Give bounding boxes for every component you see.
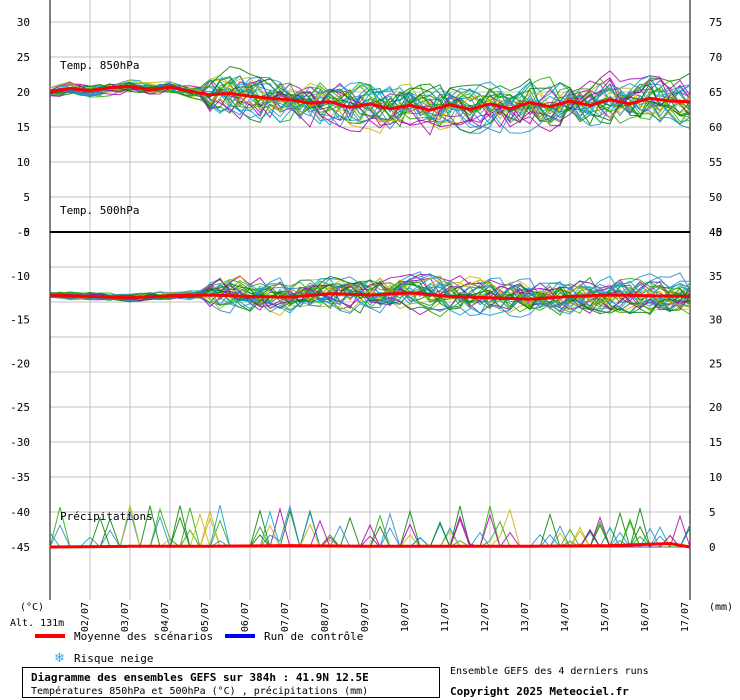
mean-scenario-line	[49, 84, 691, 112]
y-tick-label-right: 40	[709, 226, 722, 239]
y-tick-label-right: 0	[709, 541, 716, 554]
legend-control-label: Run de contrôle	[264, 630, 363, 643]
legend-snow-label: Risque neige	[74, 652, 153, 665]
x-tick-label: 11/07	[440, 602, 451, 632]
ensemble-member-line	[49, 78, 691, 126]
y-tick-label-right: 25	[709, 357, 722, 370]
x-tick-label: 13/07	[520, 602, 531, 632]
x-tick-label: 12/07	[480, 602, 491, 632]
y-tick-label-left: 30	[17, 16, 30, 29]
ensemble-note: Ensemble GEFS des 4 derniers runs	[450, 666, 649, 677]
y-tick-label-left: -30	[10, 436, 30, 449]
y-tick-label-right: 50	[709, 191, 722, 204]
gefs-ensemble-chart: 30252015105075706560555045-5-10-15-20-25…	[10, 0, 733, 665]
mean-scenario-line	[49, 291, 691, 301]
x-tick-label: 15/07	[600, 602, 611, 632]
x-tick-label: 17/07	[680, 602, 691, 632]
y-tick-label-right: 65	[709, 86, 722, 99]
y-tick-label-left: -10	[10, 270, 30, 283]
y-tick-label-right: 45	[709, 226, 722, 239]
y-tick-label-right: 30	[709, 314, 722, 327]
panel-label-500: Temp. 500hPa	[60, 204, 139, 217]
y-tick-label-right: 70	[709, 51, 722, 64]
left-unit-label: (°C)	[20, 602, 44, 613]
y-tick-label-left: -15	[10, 314, 30, 327]
y-tick-label-right: 60	[709, 121, 722, 134]
chart-caption-title: Diagramme des ensembles GEFS sur 384h : …	[31, 671, 369, 684]
panel-label-precip: Précipitations	[60, 510, 153, 523]
y-tick-label-right: 20	[709, 401, 722, 414]
legend-mean-label: Moyenne des scénarios	[74, 630, 213, 643]
y-tick-label-left: 15	[17, 121, 30, 134]
chart-caption-subtitle: Températures 850hPa et 500hPa (°C) , pré…	[31, 686, 369, 697]
y-tick-label-left: -40	[10, 506, 30, 519]
right-unit-label: (mm)	[709, 602, 733, 613]
y-tick-label-left: 25	[17, 51, 30, 64]
x-tick-label: 05/07	[200, 602, 211, 632]
y-tick-label-left: -5	[17, 226, 30, 239]
x-tick-label: 03/07	[120, 602, 131, 632]
y-tick-label-right: 55	[709, 156, 722, 169]
x-tick-label: 08/07	[320, 602, 331, 632]
y-tick-label-left: -45	[10, 541, 30, 554]
y-tick-label-right: 5	[709, 506, 716, 519]
copyright-text: Copyright 2025 Meteociel.fr	[450, 685, 629, 698]
legend-control-swatch	[225, 634, 255, 638]
ensemble-member-line	[49, 78, 691, 136]
y-tick-label-right: 15	[709, 436, 722, 449]
x-tick-label: 16/07	[640, 602, 651, 632]
y-tick-label-left: -35	[10, 471, 30, 484]
ensemble-member-line	[49, 79, 691, 123]
y-tick-label-left: -25	[10, 401, 30, 414]
y-tick-label-left: -20	[10, 357, 30, 370]
legend-mean-swatch	[35, 634, 65, 638]
chart-caption-box: Diagramme des ensembles GEFS sur 384h : …	[22, 667, 440, 698]
x-tick-label: 06/07	[240, 602, 251, 632]
x-tick-label: 09/07	[360, 602, 371, 632]
y-tick-label-right: 10	[709, 471, 722, 484]
x-tick-label: 10/07	[400, 602, 411, 632]
x-tick-label: 04/07	[160, 602, 171, 632]
altitude-label: Alt. 131m	[10, 618, 64, 629]
x-tick-label: 14/07	[560, 602, 571, 632]
ensemble-member-line	[49, 272, 691, 318]
y-tick-label-left: 10	[17, 156, 30, 169]
y-tick-label-left: 5	[23, 191, 30, 204]
snowflake-icon: ❄	[54, 651, 65, 665]
x-tick-label: 02/07	[80, 602, 91, 632]
panel-label-850: Temp. 850hPa	[60, 59, 139, 72]
y-tick-label-left: 0	[23, 226, 30, 239]
x-tick-label: 07/07	[280, 602, 291, 632]
mean-scenario-line	[49, 541, 691, 549]
y-tick-label-right: 75	[709, 16, 722, 29]
y-tick-label-left: 20	[17, 86, 30, 99]
y-tick-label-right: 35	[709, 270, 722, 283]
